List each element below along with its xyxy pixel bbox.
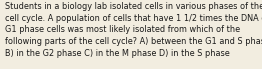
Text: Students in a biology lab isolated cells in various phases of the
cell cycle. A : Students in a biology lab isolated cells… [5, 2, 262, 58]
